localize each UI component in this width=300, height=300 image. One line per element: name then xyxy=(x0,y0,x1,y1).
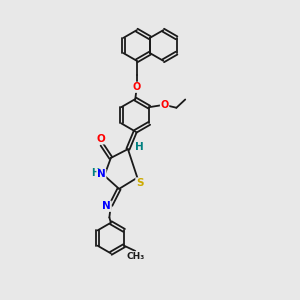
Text: S: S xyxy=(136,178,143,188)
Text: O: O xyxy=(97,134,105,144)
Text: O: O xyxy=(160,100,169,110)
Text: N: N xyxy=(102,201,111,211)
Text: CH₃: CH₃ xyxy=(127,252,145,261)
Text: O: O xyxy=(133,82,141,92)
Text: H: H xyxy=(135,142,144,152)
Text: N: N xyxy=(97,169,106,179)
Text: H: H xyxy=(91,168,99,178)
